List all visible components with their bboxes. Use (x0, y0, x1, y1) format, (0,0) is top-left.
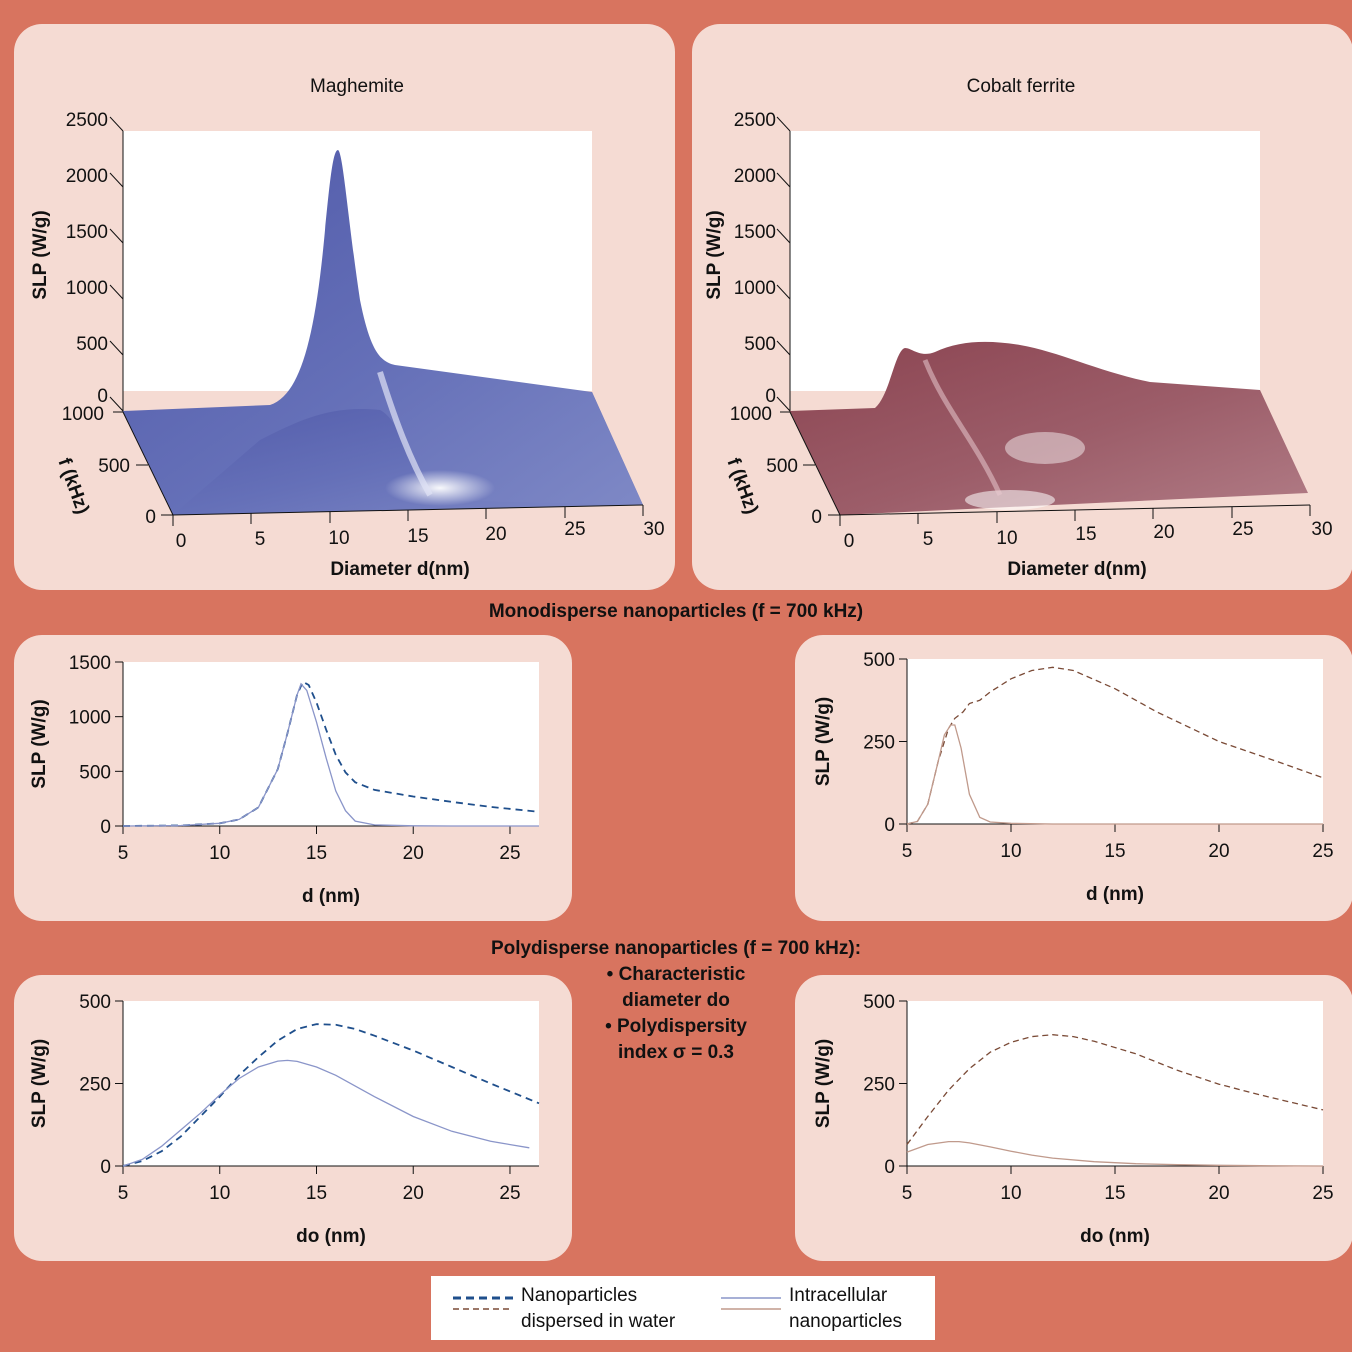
legend-swatches (453, 1296, 781, 1310)
poly-section-note: Polydisperse nanoparticles (f = 700 kHz)… (470, 936, 882, 1066)
poly-bullet1-line2: diameter do (622, 990, 730, 1011)
poly-bullet2-line1: • Polydispersity (605, 1016, 747, 1037)
mono-section-title: Monodisperse nanoparticles (f = 700 kHz) (488, 601, 864, 622)
maghemite-surface-panel (14, 24, 675, 590)
poly-section-title: Polydisperse nanoparticles (f = 700 kHz)… (490, 938, 862, 959)
poly-bullet1-line1: • Characteristic (606, 964, 746, 985)
legend-water-line1: Nanoparticles (521, 1285, 638, 1306)
legend-cell-line1: Intracellular (789, 1285, 888, 1306)
mono-maghemite-panel (14, 635, 572, 921)
legend-cell-line2: nanoparticles (789, 1311, 903, 1332)
mono-cobalt-panel (795, 635, 1352, 921)
legend: Nanoparticles dispersed in water Intrace… (431, 1276, 935, 1340)
legend-water-line2: dispersed in water (521, 1311, 676, 1332)
poly-bullet2-line2: index σ = 0.3 (618, 1042, 734, 1063)
cobalt-surface-panel (692, 24, 1352, 590)
